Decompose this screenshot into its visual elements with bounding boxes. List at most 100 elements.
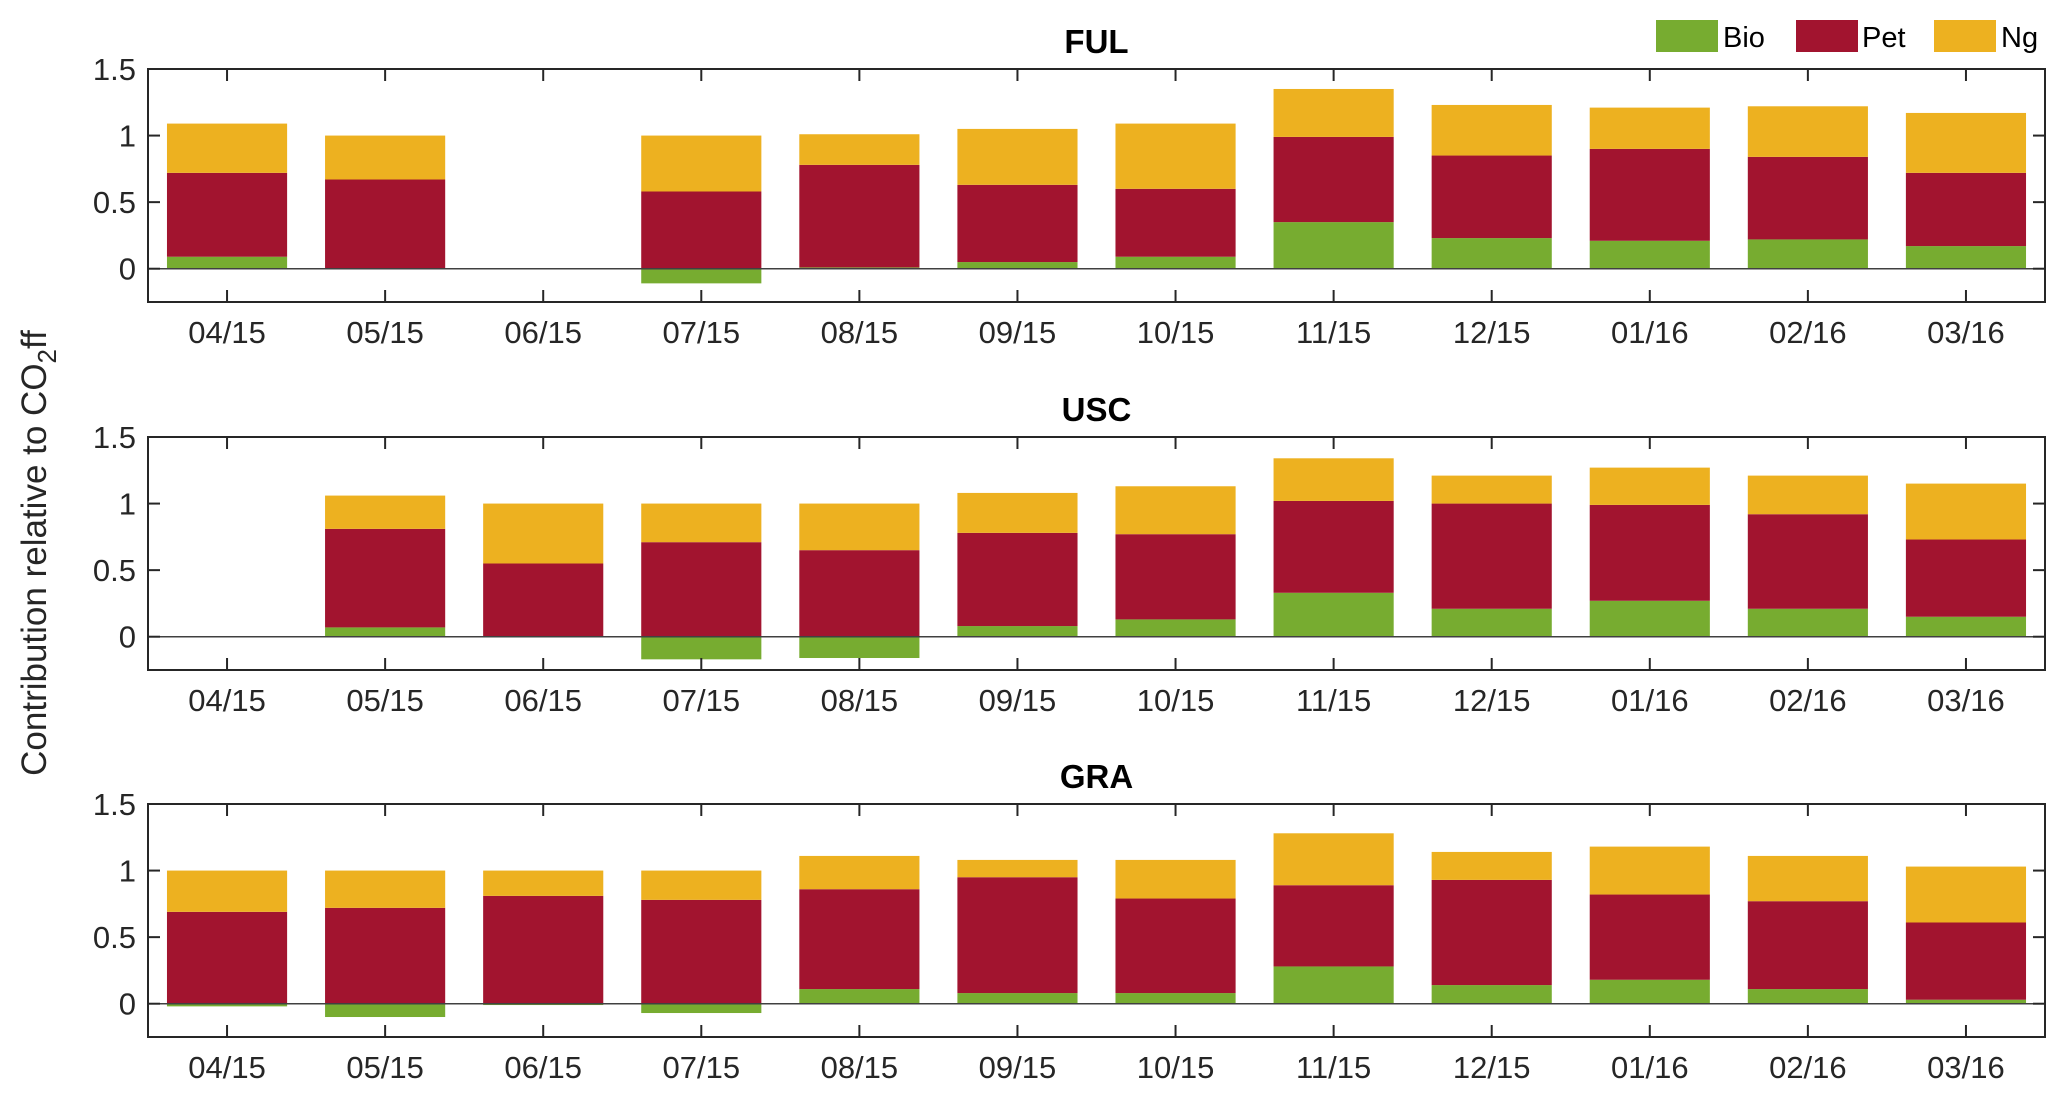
bars xyxy=(166,88,2027,284)
x-tick-label: 03/16 xyxy=(1927,315,2005,350)
bar-segment-ng-07-15 xyxy=(641,135,762,192)
y-tick-label: 0.5 xyxy=(93,185,136,220)
x-tick-label: 01/16 xyxy=(1611,683,1689,718)
y-tick-label: 1.5 xyxy=(93,420,136,455)
legend-swatch-bio xyxy=(1656,20,1718,52)
bar-segment-ng-05-15 xyxy=(325,495,446,529)
bar-segment-pet-08-15 xyxy=(799,889,920,990)
bar-segment-pet-09-15 xyxy=(957,184,1078,263)
y-tick-label: 1.5 xyxy=(93,787,136,822)
bar-segment-ng-05-15 xyxy=(325,135,446,180)
bar-segment-bio-02-16 xyxy=(1747,989,1868,1004)
bar-segment-pet-06-15 xyxy=(483,895,604,1004)
x-tick-label: 10/15 xyxy=(1137,1050,1215,1085)
bar-segment-bio-02-16 xyxy=(1747,608,1868,637)
y-tick-label: 0 xyxy=(119,620,136,655)
bar-segment-pet-06-15 xyxy=(483,563,604,637)
bar-segment-bio-05-15 xyxy=(325,627,446,637)
x-tick-label: 12/15 xyxy=(1453,315,1531,350)
y-tick-label: 1 xyxy=(119,119,136,154)
bar-segment-pet-04-15 xyxy=(166,172,288,257)
bar-segment-bio-08-15 xyxy=(799,636,920,659)
legend: Bio Pet Ng xyxy=(1656,20,2038,54)
x-tick-label: 09/15 xyxy=(979,683,1057,718)
bar-segment-bio-07-15 xyxy=(641,268,762,284)
x-tick-label: 11/15 xyxy=(1296,1050,1371,1085)
bar-segment-pet-05-15 xyxy=(325,907,446,1004)
bar-segment-ng-07-15 xyxy=(641,870,762,900)
bar-segment-bio-10-15 xyxy=(1115,993,1236,1004)
panel-title: USC xyxy=(1062,391,1132,428)
bar-segment-ng-12-15 xyxy=(1431,851,1552,880)
x-tick-label: 10/15 xyxy=(1137,683,1215,718)
bar-segment-pet-03-16 xyxy=(1905,922,2027,1000)
bar-segment-ng-03-16 xyxy=(1905,483,2027,540)
axes-box xyxy=(147,68,2046,303)
panel-title: GRA xyxy=(1060,758,1133,795)
bar-segment-bio-05-15 xyxy=(325,1003,446,1018)
bar-segment-bio-04-15 xyxy=(166,1003,288,1007)
bar-segment-pet-08-15 xyxy=(799,550,920,637)
bar-segment-bio-03-16 xyxy=(1905,999,2027,1004)
bar-segment-pet-09-15 xyxy=(957,532,1078,627)
x-tick-label: 10/15 xyxy=(1137,315,1215,350)
bar-segment-bio-01-16 xyxy=(1589,600,1710,637)
bar-segment-pet-07-15 xyxy=(641,542,762,637)
panel-ful: FUL 0 0.5 1 1.5 04/15 05/15 06/15 07/15 08/15 09/1… xyxy=(93,23,2046,350)
x-tick-label: 08/15 xyxy=(821,315,899,350)
y-tick-label: 0.5 xyxy=(93,920,136,955)
bar-segment-ng-09-15 xyxy=(957,128,1078,185)
bar-segment-bio-03-16 xyxy=(1905,616,2027,637)
x-tick-label: 06/15 xyxy=(504,683,582,718)
y-tick-label: 1 xyxy=(119,854,136,889)
bar-segment-bio-08-15 xyxy=(799,989,920,1004)
y-axis-label-subscript: 2 xyxy=(32,349,62,363)
x-tick-label: 02/16 xyxy=(1769,1050,1847,1085)
bar-segment-pet-07-15 xyxy=(641,191,762,269)
bar-segment-ng-01-16 xyxy=(1589,107,1710,149)
x-tick-label: 04/15 xyxy=(188,683,266,718)
y-tick-label: 0 xyxy=(119,987,136,1022)
bar-segment-bio-09-15 xyxy=(957,262,1078,269)
x-tick-label: 07/15 xyxy=(663,315,741,350)
bar-segment-pet-10-15 xyxy=(1115,534,1236,620)
bar-segment-pet-12-15 xyxy=(1431,155,1552,239)
bar-segment-ng-10-15 xyxy=(1115,486,1236,535)
bar-segment-pet-04-15 xyxy=(166,911,288,1004)
bar-segment-pet-11-15 xyxy=(1273,885,1394,967)
bar-segment-pet-02-16 xyxy=(1747,901,1868,990)
bar-segment-bio-11-15 xyxy=(1273,592,1394,637)
bar-segment-pet-05-15 xyxy=(325,528,446,628)
bar-segment-ng-11-15 xyxy=(1273,88,1394,137)
bar-segment-bio-10-15 xyxy=(1115,619,1236,637)
y-tick-label: 0 xyxy=(119,252,136,287)
bar-segment-ng-08-15 xyxy=(799,503,920,551)
bar-segment-bio-07-15 xyxy=(641,636,762,660)
bar-segment-ng-08-15 xyxy=(799,134,920,165)
y-tick-label: 1.5 xyxy=(93,52,136,87)
y-axis-label-prefix: Contribution relative to CO xyxy=(15,363,54,775)
bar-segment-ng-11-15 xyxy=(1273,833,1394,886)
panel-title: FUL xyxy=(1064,23,1128,60)
bar-segment-ng-06-15 xyxy=(483,870,604,896)
bar-segment-pet-08-15 xyxy=(799,164,920,268)
panels: FUL 0 0.5 1 1.5 04/15 05/15 06/15 07/15 08/15 09/1… xyxy=(93,23,2046,1085)
bar-segment-ng-09-15 xyxy=(957,492,1078,533)
legend-label-pet: Pet xyxy=(1862,22,1906,54)
bar-segment-pet-03-16 xyxy=(1905,539,2027,617)
bar-segment-ng-07-15 xyxy=(641,503,762,543)
bar-segment-bio-01-16 xyxy=(1589,240,1710,269)
x-tick-label: 09/15 xyxy=(979,315,1057,350)
x-tick-label: 11/15 xyxy=(1296,315,1371,350)
bar-segment-ng-01-16 xyxy=(1589,467,1710,505)
x-tick-label: 05/15 xyxy=(346,683,424,718)
y-axis-label: Contribution relative to CO2ff xyxy=(15,330,62,776)
bar-segment-bio-07-15 xyxy=(641,1003,762,1014)
legend-label-bio: Bio xyxy=(1723,22,1765,54)
x-tick-label: 05/15 xyxy=(346,315,424,350)
x-tick-label: 04/15 xyxy=(188,1050,266,1085)
bar-segment-pet-11-15 xyxy=(1273,136,1394,223)
bar-segment-ng-02-16 xyxy=(1747,475,1868,515)
bar-segment-pet-01-16 xyxy=(1589,504,1710,601)
bar-segment-pet-12-15 xyxy=(1431,879,1552,986)
